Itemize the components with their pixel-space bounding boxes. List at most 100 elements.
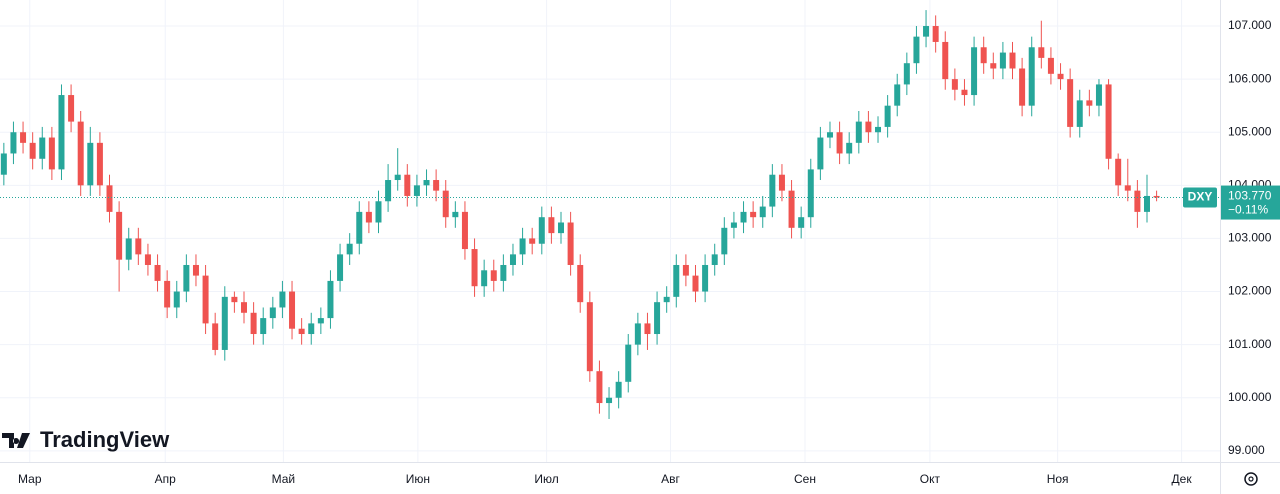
candle-body bbox=[231, 296, 238, 303]
plot bbox=[0, 0, 1220, 462]
candle-body bbox=[96, 142, 103, 186]
y-tick-label: 103.000 bbox=[1228, 231, 1272, 245]
y-tick-label: 102.000 bbox=[1228, 284, 1272, 298]
logo-icon bbox=[2, 433, 30, 448]
candle-body bbox=[58, 95, 65, 170]
candle-body bbox=[365, 211, 372, 223]
candle-body bbox=[346, 243, 353, 255]
candle-body bbox=[1009, 52, 1016, 69]
candle-body bbox=[173, 291, 180, 308]
candle-body bbox=[846, 142, 853, 154]
candle-body bbox=[548, 217, 555, 234]
candle-body bbox=[125, 238, 132, 260]
candle-body bbox=[317, 318, 324, 324]
candle-body bbox=[385, 180, 392, 202]
candle-body bbox=[29, 142, 36, 159]
candle-body bbox=[289, 291, 296, 329]
logo: TradingView bbox=[2, 427, 170, 452]
candle-body bbox=[644, 323, 651, 335]
candle-body bbox=[39, 137, 46, 159]
candle-body bbox=[577, 264, 584, 303]
candle-body bbox=[606, 397, 613, 404]
x-tick-label: Мар bbox=[18, 472, 42, 486]
candle-body bbox=[807, 169, 814, 218]
candle-body bbox=[778, 174, 785, 191]
candle-body bbox=[711, 254, 718, 265]
candle-body bbox=[337, 254, 344, 281]
candle-body bbox=[10, 132, 17, 154]
candle-body bbox=[702, 264, 709, 292]
candle-body bbox=[48, 137, 55, 170]
candle-body bbox=[192, 264, 199, 276]
candle-body bbox=[1105, 84, 1112, 159]
candle-body bbox=[1124, 185, 1131, 191]
candle-body bbox=[567, 222, 574, 265]
candle-body bbox=[1115, 158, 1122, 186]
candle-body bbox=[356, 211, 363, 244]
candle-body bbox=[20, 132, 27, 143]
candle-body bbox=[452, 211, 459, 218]
x-tick-label: Сен bbox=[794, 472, 816, 486]
x-tick-label: Май bbox=[272, 472, 296, 486]
candle-body bbox=[721, 227, 728, 255]
candle-body bbox=[1134, 190, 1141, 212]
candle-body bbox=[980, 47, 987, 64]
candle-body bbox=[740, 211, 747, 223]
y-tick-label: 99.000 bbox=[1228, 443, 1265, 457]
candle-body bbox=[538, 217, 545, 244]
candle-body bbox=[673, 264, 680, 297]
last-price-badge bbox=[1221, 185, 1280, 220]
symbol-label: DXY bbox=[1188, 190, 1213, 204]
candle-body bbox=[1067, 79, 1074, 127]
candle-body bbox=[971, 47, 978, 96]
candle-body bbox=[894, 84, 901, 106]
candle-body bbox=[442, 190, 449, 218]
candle-body bbox=[471, 249, 478, 287]
x-tick-label: Июн bbox=[406, 472, 430, 486]
candle-body bbox=[913, 36, 920, 64]
candle-body bbox=[1038, 47, 1045, 58]
candle-body bbox=[1095, 84, 1102, 106]
candle-body bbox=[625, 344, 632, 382]
candle-body bbox=[750, 211, 757, 218]
x-tick-label: Окт bbox=[920, 472, 941, 486]
last-price-label: 103.770 bbox=[1228, 189, 1272, 203]
candle-body bbox=[500, 264, 507, 281]
y-tick-label: 100.000 bbox=[1228, 390, 1272, 404]
candle-body bbox=[250, 312, 257, 335]
y-tick-label: 107.000 bbox=[1228, 18, 1272, 32]
candle-body bbox=[144, 254, 151, 265]
candle-body bbox=[654, 302, 661, 335]
candle-body bbox=[759, 206, 766, 218]
change-label: −0.11% bbox=[1228, 203, 1268, 217]
candle-body bbox=[855, 121, 862, 143]
candle-body bbox=[615, 381, 622, 398]
candle-body bbox=[490, 270, 497, 281]
settings-icon[interactable] bbox=[1244, 472, 1258, 486]
candle-body bbox=[279, 291, 286, 308]
candle-body bbox=[1019, 68, 1026, 106]
candle-body bbox=[826, 132, 833, 138]
candle-body bbox=[202, 275, 209, 324]
candle-body bbox=[961, 89, 968, 96]
candle-body bbox=[529, 238, 536, 244]
candle-body bbox=[260, 318, 267, 335]
settings-icon-core[interactable] bbox=[1248, 476, 1254, 482]
candle-body bbox=[164, 280, 171, 308]
symbol-badge bbox=[1183, 187, 1217, 208]
candle-body bbox=[308, 323, 315, 335]
candle-body bbox=[135, 238, 142, 255]
candle-body bbox=[87, 142, 94, 186]
candle-body bbox=[865, 121, 872, 133]
settings-button[interactable] bbox=[1244, 472, 1258, 486]
candle-body bbox=[663, 296, 670, 303]
candle-body bbox=[798, 217, 805, 228]
candle-body bbox=[327, 280, 334, 319]
candle-body bbox=[730, 222, 737, 228]
candle-body bbox=[116, 211, 123, 260]
candle-body bbox=[1057, 73, 1064, 80]
candle-body bbox=[884, 105, 891, 127]
x-tick-label: Апр bbox=[155, 472, 177, 486]
